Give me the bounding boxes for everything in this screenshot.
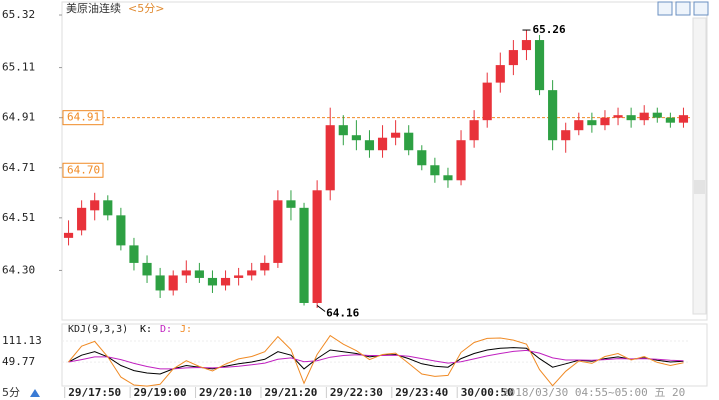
- scroll-button[interactable]: [694, 180, 705, 194]
- candle-body: [508, 50, 518, 66]
- candle-body: [391, 132, 401, 138]
- candle-body: [495, 65, 505, 83]
- toolbar-icon[interactable]: [657, 1, 673, 16]
- candle-body: [665, 117, 675, 123]
- candle-body: [103, 200, 113, 216]
- candle-body: [482, 82, 492, 121]
- candle-body: [600, 117, 610, 126]
- toolbar-icon[interactable]: [693, 1, 709, 16]
- y-tick-label: 64.71: [2, 161, 35, 174]
- cursor-label-box: [62, 162, 104, 178]
- toolbar-icon[interactable]: [675, 1, 691, 16]
- kdj-title: KDJ(9,3,3): [68, 324, 128, 335]
- y-tick-label: 64.51: [2, 211, 35, 224]
- candle-body: [286, 200, 296, 208]
- scrollbar[interactable]: [692, 17, 707, 315]
- y-tick-label: 64.30: [2, 263, 35, 276]
- x-tick-label: 30/00:50: [461, 386, 514, 399]
- toolbar[interactable]: [657, 1, 709, 16]
- candle-body: [168, 275, 178, 291]
- candle-body: [129, 245, 139, 263]
- candle-body: [351, 135, 361, 141]
- y-tick-label: 65.11: [2, 61, 35, 74]
- candle-body: [613, 115, 623, 118]
- candle-body: [364, 140, 375, 151]
- reference-label: 64.91: [67, 111, 100, 124]
- period-subtitle: <5分>: [128, 2, 164, 15]
- candle-body: [521, 40, 532, 51]
- candle-body: [587, 120, 597, 126]
- reference-label-box: [62, 110, 104, 126]
- candle-body: [77, 207, 87, 231]
- candle-body: [155, 275, 165, 291]
- candle-body: [63, 232, 74, 238]
- candle-body: [338, 125, 348, 136]
- candle-body: [90, 200, 100, 211]
- candle-body: [220, 277, 231, 286]
- candle-body: [234, 275, 244, 278]
- candle-body: [443, 175, 453, 181]
- y-tick-label: 65.32: [2, 8, 35, 21]
- candle-body: [299, 207, 309, 303]
- kdj-line: [68, 334, 684, 387]
- candle-body: [417, 150, 427, 166]
- cursor-label: 64.70: [67, 163, 100, 176]
- min-label: 64.16: [326, 306, 359, 319]
- y-tick-label: 49.77: [2, 355, 35, 368]
- x-tick-label: 29/21:20: [264, 386, 317, 399]
- cursor-time-label: 2018/03/30 04:55~05:00 五 20: [502, 386, 685, 399]
- candle-body: [181, 270, 191, 276]
- candle-body: [273, 200, 283, 263]
- legend-entry: D:: [160, 324, 172, 335]
- candle-body: [652, 112, 662, 118]
- candle-body: [574, 120, 584, 131]
- candle-body: [561, 130, 571, 141]
- scroll-buttons[interactable]: [692, 17, 707, 315]
- min-marker: [316, 305, 326, 312]
- chart-title: 美原油连续: [66, 1, 121, 15]
- candle-body: [404, 132, 414, 151]
- candle-body: [469, 120, 479, 141]
- candle-body: [142, 262, 152, 276]
- candle-body: [312, 190, 322, 303]
- candle-body: [534, 40, 545, 91]
- x-tick-label: 29/22:30: [330, 386, 383, 399]
- period-dropdown[interactable]: [30, 389, 40, 397]
- candle-body: [247, 270, 257, 276]
- candle-body: [548, 90, 558, 141]
- kdj-line: [68, 349, 684, 370]
- x-tick-label: 29/19:00: [134, 386, 187, 399]
- max-label: 65.26: [532, 23, 565, 36]
- y-tick-label: 111.13: [2, 334, 42, 347]
- candle-body: [430, 165, 440, 176]
- x-tick-label: 29/23:40: [395, 386, 448, 399]
- candle-body: [194, 270, 204, 278]
- candle-body: [116, 215, 126, 246]
- candle-body: [325, 125, 335, 191]
- legend-entry: K:: [140, 324, 152, 335]
- legend-entry: J:: [180, 324, 192, 335]
- kdj-line: [68, 347, 684, 375]
- x-tick-label: 29/20:10: [199, 386, 252, 399]
- price-frame: [61, 1, 708, 321]
- x-tick-label: 29/17:50: [68, 386, 121, 399]
- kdj-frame: [61, 323, 708, 387]
- candle-body: [260, 262, 270, 271]
- period-label: 5分: [2, 386, 20, 399]
- candle-body: [377, 137, 388, 151]
- candle-body: [626, 115, 636, 121]
- candle-body: [207, 277, 218, 286]
- candle-body: [456, 140, 466, 181]
- y-tick-label: 64.91: [2, 111, 35, 124]
- candle-body: [678, 115, 689, 123]
- candle-body: [639, 112, 649, 121]
